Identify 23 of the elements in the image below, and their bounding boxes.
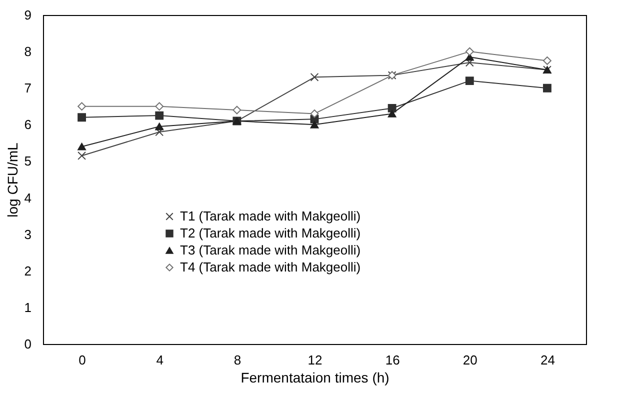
legend-label: T3 (Tarak made with Makgeolli) (180, 242, 361, 258)
y-tick-label: 2 (24, 263, 32, 278)
x-tick-label: 0 (78, 352, 86, 368)
x-axis-title: Fermentataion times (h) (240, 370, 390, 386)
y-tick-label: 3 (24, 226, 32, 242)
x-tick-label: 12 (308, 352, 322, 368)
legend-label: T2 (Tarak made with Makgeolli) (180, 226, 361, 240)
legend-label: T4 (Tarak made with Makgeolli) (180, 260, 361, 274)
x-tick-label: 4 (156, 352, 164, 368)
y-tick-label: 0 (24, 336, 32, 352)
y-tick-label: 9 (24, 8, 32, 22)
y-tick-label: 8 (24, 44, 32, 60)
y-tick-label: 6 (24, 117, 32, 132)
legend-label: T1 (Tarak made with Makgeolli) (180, 208, 361, 224)
y-axis-title: log CFU/mL (4, 142, 20, 218)
y-tick-label: 1 (24, 300, 32, 315)
y-tick-label: 5 (24, 154, 32, 169)
x-tick-label: 24 (540, 352, 555, 368)
x-tick-label: 16 (385, 352, 400, 368)
x-tick-label: 8 (234, 352, 242, 368)
y-tick-label: 7 (24, 80, 32, 96)
x-tick-label: 20 (462, 352, 478, 368)
y-tick-label: 4 (24, 190, 32, 206)
